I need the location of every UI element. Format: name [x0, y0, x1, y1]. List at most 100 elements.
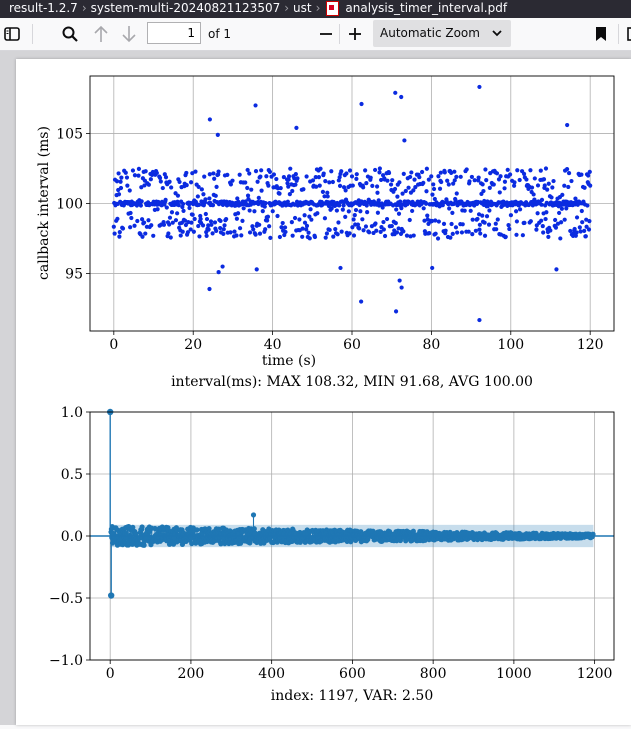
data-point — [275, 213, 280, 219]
data-point — [228, 230, 233, 235]
data-point — [487, 208, 492, 213]
y-tick-label: 0.0 — [61, 529, 83, 545]
data-point — [551, 178, 556, 184]
data-point — [412, 177, 417, 182]
data-point — [377, 170, 382, 175]
more-tools-icon[interactable] — [621, 22, 631, 46]
data-point — [472, 178, 477, 183]
x-tick-label: 800 — [420, 666, 447, 682]
data-point — [195, 194, 200, 199]
data-point — [450, 231, 455, 237]
data-point — [337, 175, 342, 180]
zoom-select[interactable]: Automatic Zoom — [373, 20, 511, 47]
data-point — [585, 203, 590, 208]
data-point — [325, 190, 330, 195]
data-point — [263, 201, 268, 206]
data-point — [302, 213, 307, 218]
data-point — [309, 217, 314, 222]
data-point — [220, 264, 225, 269]
data-point — [138, 203, 144, 208]
data-point — [346, 209, 351, 214]
data-point — [321, 171, 326, 176]
data-point — [432, 196, 437, 202]
data-point — [484, 214, 490, 219]
chart-ticks: 0 20 40 60 80 100 120 95 100 105 — [56, 126, 603, 353]
data-point — [493, 221, 498, 226]
data-point — [302, 220, 308, 225]
data-point — [129, 215, 134, 221]
data-point — [139, 185, 144, 190]
breadcrumb-item-3[interactable]: ust — [293, 1, 312, 15]
data-point — [212, 176, 217, 181]
plus-icon[interactable] — [343, 22, 367, 46]
data-point — [506, 223, 511, 228]
data-point — [468, 208, 473, 213]
data-point — [460, 222, 465, 227]
data-point — [247, 230, 253, 235]
data-point — [450, 210, 455, 215]
sidebar-toggle-icon[interactable] — [0, 22, 24, 46]
x-tick-label: 400 — [258, 666, 285, 682]
pdf-toolbar: 1 of 1 Automatic Zoom — [0, 18, 631, 51]
pdf-viewer[interactable]: 0 20 40 60 80 100 120 95 100 105 time (s) callbac… — [0, 51, 631, 725]
data-point — [354, 172, 359, 177]
data-point — [181, 201, 186, 207]
x-tick-label: 600 — [339, 666, 366, 682]
data-point — [333, 227, 338, 232]
data-point — [213, 193, 218, 198]
data-point — [347, 168, 353, 173]
data-point — [222, 223, 227, 228]
data-point — [368, 175, 373, 180]
data-point — [573, 196, 578, 201]
data-point — [389, 223, 394, 229]
data-point — [502, 179, 508, 184]
data-point — [206, 223, 211, 228]
chart-caption: interval(ms): MAX 108.32, MIN 91.68, AVG… — [171, 374, 533, 390]
breadcrumb-item-1[interactable]: result-1.2.7 — [9, 1, 78, 15]
data-point — [307, 214, 312, 219]
data-point — [300, 234, 305, 239]
breadcrumb-item-2[interactable]: system-multi-20240821123507 — [90, 1, 281, 15]
data-point — [513, 209, 519, 214]
data-point — [392, 186, 398, 192]
data-point — [562, 183, 567, 188]
data-point — [531, 192, 536, 197]
y-tick-label: −1.0 — [49, 653, 83, 669]
data-point — [572, 226, 577, 232]
data-point — [249, 187, 254, 192]
breadcrumb-file-name[interactable]: analysis_timer_interval.pdf — [345, 1, 508, 15]
data-point — [588, 183, 593, 188]
data-point — [146, 218, 151, 223]
data-point — [253, 103, 258, 108]
bookmark-icon[interactable] — [589, 22, 613, 46]
data-point — [277, 234, 283, 240]
data-point — [197, 234, 202, 239]
x-tick-label: 0 — [109, 337, 118, 353]
data-point — [539, 218, 544, 223]
data-point — [395, 194, 400, 199]
data-point — [484, 178, 489, 183]
data-point — [183, 222, 189, 228]
data-point — [402, 138, 407, 143]
arrow-down-icon[interactable] — [117, 22, 141, 46]
data-point — [304, 174, 309, 179]
data-point — [386, 170, 392, 176]
data-point — [191, 229, 196, 234]
data-point — [224, 216, 229, 222]
data-point — [324, 231, 330, 236]
x-axis-label: time (s) — [262, 353, 316, 369]
data-point — [136, 173, 141, 178]
minus-icon[interactable] — [314, 22, 338, 46]
search-icon[interactable] — [58, 22, 82, 46]
arrow-up-icon[interactable] — [89, 22, 113, 46]
data-point — [574, 230, 579, 235]
data-point — [292, 215, 298, 221]
data-point — [143, 169, 148, 174]
data-point — [212, 220, 218, 225]
data-point — [374, 228, 379, 233]
data-point — [453, 225, 459, 230]
data-point — [225, 172, 230, 177]
data-point — [169, 185, 174, 190]
page-number-input[interactable]: 1 — [147, 22, 201, 44]
data-point — [325, 194, 330, 199]
